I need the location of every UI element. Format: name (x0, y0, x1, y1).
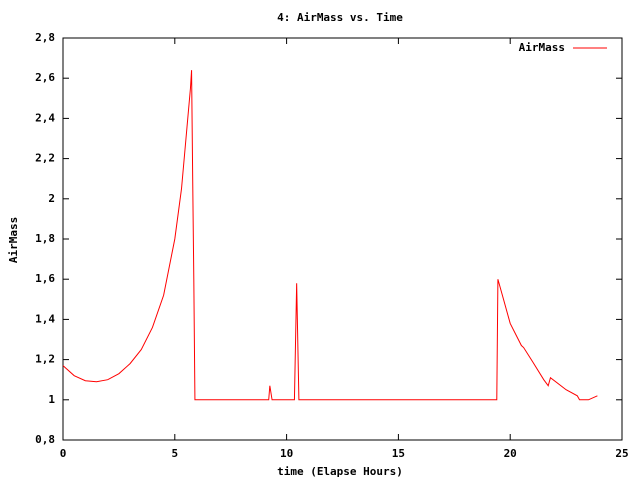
y-tick-label: 1 (48, 393, 55, 406)
y-tick-label: 2,4 (35, 111, 55, 124)
legend-label: AirMass (519, 41, 565, 54)
x-tick-label: 15 (392, 447, 405, 460)
x-axis-label: time (Elapse Hours) (277, 465, 403, 478)
x-tick-label: 25 (615, 447, 628, 460)
x-tick-label: 10 (280, 447, 293, 460)
y-tick-label: 2,2 (35, 152, 55, 165)
x-tick-label: 0 (60, 447, 67, 460)
y-tick-label: 0,8 (35, 433, 55, 446)
y-tick-label: 2,8 (35, 31, 55, 44)
y-tick-label: 1,2 (35, 353, 55, 366)
x-tick-label: 5 (171, 447, 178, 460)
y-tick-label: 2 (48, 192, 55, 205)
y-tick-label: 1,4 (35, 312, 55, 325)
y-tick-label: 1,8 (35, 232, 55, 245)
plot-frame (62, 37, 623, 441)
data-line (62, 70, 598, 401)
y-tick-label: 1,6 (35, 272, 55, 285)
y-tick-label: 2,6 (35, 71, 55, 84)
x-tick-label: 20 (504, 447, 517, 460)
chart-title: 4: AirMass vs. Time (277, 11, 403, 24)
y-axis-label: AirMass (7, 217, 20, 263)
